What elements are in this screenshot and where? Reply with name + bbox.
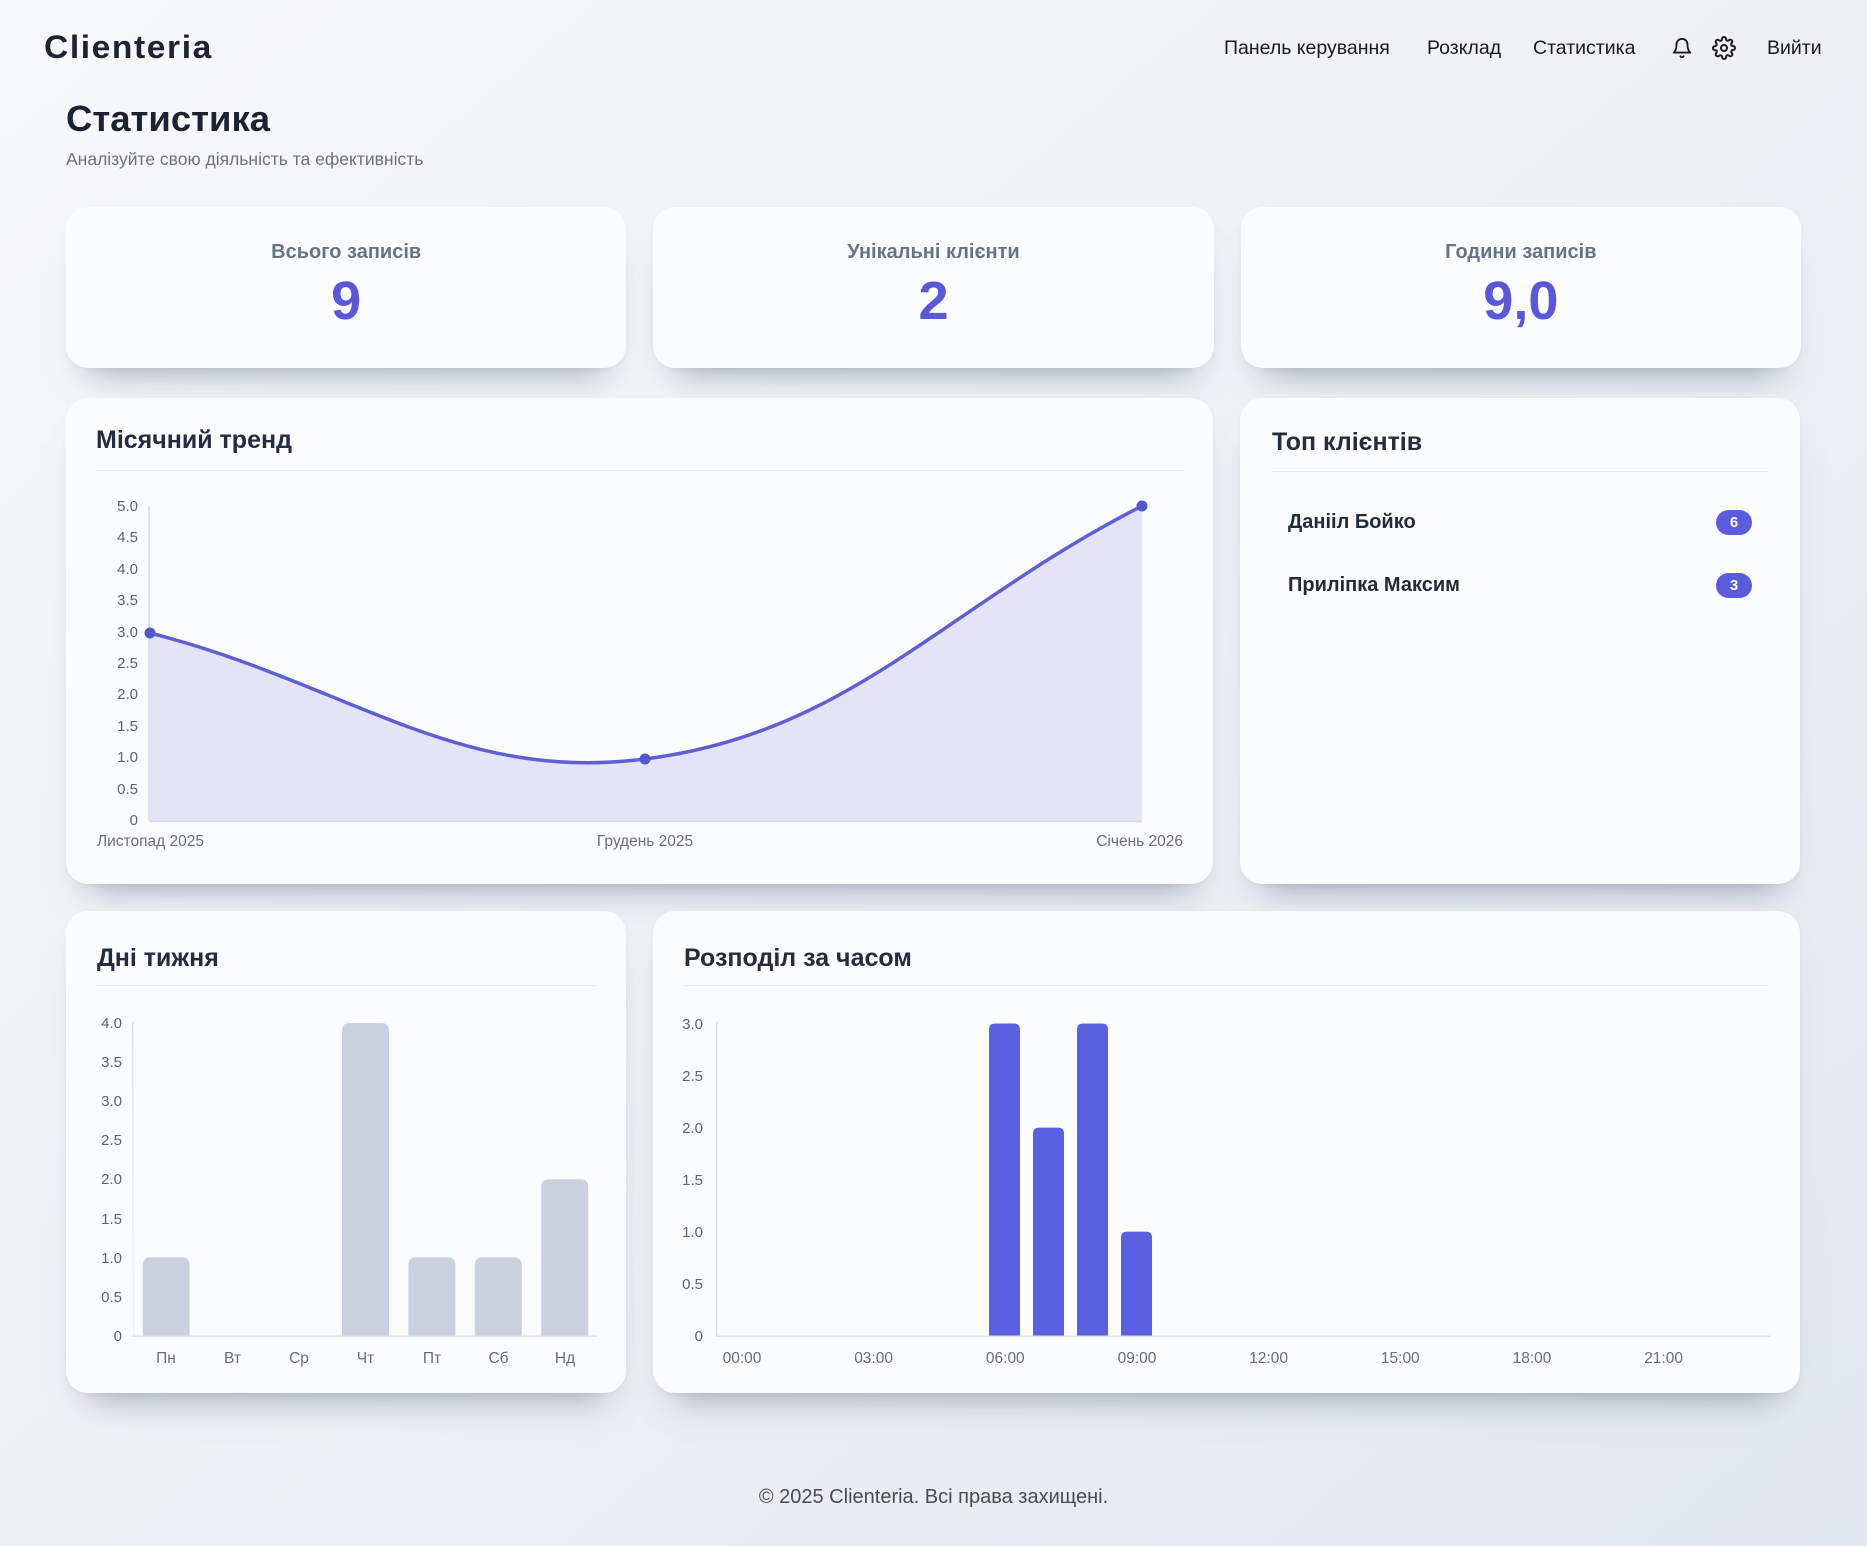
svg-text:15:00: 15:00 bbox=[1381, 1350, 1420, 1367]
svg-text:1.5: 1.5 bbox=[682, 1172, 703, 1189]
svg-text:Ср: Ср bbox=[289, 1350, 309, 1367]
svg-text:12:00: 12:00 bbox=[1249, 1350, 1288, 1367]
svg-text:09:00: 09:00 bbox=[1118, 1350, 1157, 1367]
svg-text:4.0: 4.0 bbox=[101, 1015, 122, 1032]
svg-text:1.0: 1.0 bbox=[117, 749, 138, 766]
svg-text:Вт: Вт bbox=[224, 1350, 241, 1367]
svg-text:2.0: 2.0 bbox=[101, 1171, 122, 1188]
svg-text:0: 0 bbox=[114, 1328, 122, 1345]
svg-text:0.5: 0.5 bbox=[682, 1276, 703, 1293]
svg-text:1.5: 1.5 bbox=[101, 1211, 122, 1228]
svg-text:3.5: 3.5 bbox=[117, 592, 138, 609]
svg-text:Січень 2026: Січень 2026 bbox=[1096, 833, 1183, 850]
svg-text:Чт: Чт bbox=[357, 1350, 374, 1367]
svg-text:2.5: 2.5 bbox=[117, 655, 138, 672]
svg-text:06:00: 06:00 bbox=[986, 1350, 1025, 1367]
svg-text:0.5: 0.5 bbox=[101, 1289, 122, 1306]
svg-text:21:00: 21:00 bbox=[1644, 1350, 1683, 1367]
svg-text:1.0: 1.0 bbox=[101, 1250, 122, 1267]
svg-text:4.0: 4.0 bbox=[117, 561, 138, 578]
svg-text:2.0: 2.0 bbox=[682, 1120, 703, 1137]
svg-text:0.5: 0.5 bbox=[117, 781, 138, 798]
svg-text:Пт: Пт bbox=[423, 1350, 441, 1367]
svg-text:0: 0 bbox=[695, 1328, 703, 1345]
svg-text:3.0: 3.0 bbox=[117, 624, 138, 641]
svg-text:18:00: 18:00 bbox=[1513, 1350, 1552, 1367]
svg-text:0: 0 bbox=[130, 812, 138, 829]
svg-text:2.0: 2.0 bbox=[117, 686, 138, 703]
svg-text:Листопад 2025: Листопад 2025 bbox=[97, 833, 204, 850]
svg-text:2.5: 2.5 bbox=[101, 1132, 122, 1149]
svg-text:Сб: Сб bbox=[488, 1350, 508, 1367]
svg-text:03:00: 03:00 bbox=[854, 1350, 893, 1367]
svg-text:5.0: 5.0 bbox=[117, 498, 138, 515]
svg-text:4.5: 4.5 bbox=[117, 529, 138, 546]
svg-text:00:00: 00:00 bbox=[723, 1350, 762, 1367]
svg-text:2.5: 2.5 bbox=[682, 1068, 703, 1085]
svg-text:3.0: 3.0 bbox=[682, 1016, 703, 1033]
svg-text:1.0: 1.0 bbox=[682, 1224, 703, 1241]
svg-text:Грудень 2025: Грудень 2025 bbox=[597, 833, 693, 850]
svg-text:3.0: 3.0 bbox=[101, 1093, 122, 1110]
svg-text:Нд: Нд bbox=[555, 1350, 575, 1367]
svg-text:Пн: Пн bbox=[156, 1350, 176, 1367]
svg-text:1.5: 1.5 bbox=[117, 718, 138, 735]
svg-text:3.5: 3.5 bbox=[101, 1054, 122, 1071]
